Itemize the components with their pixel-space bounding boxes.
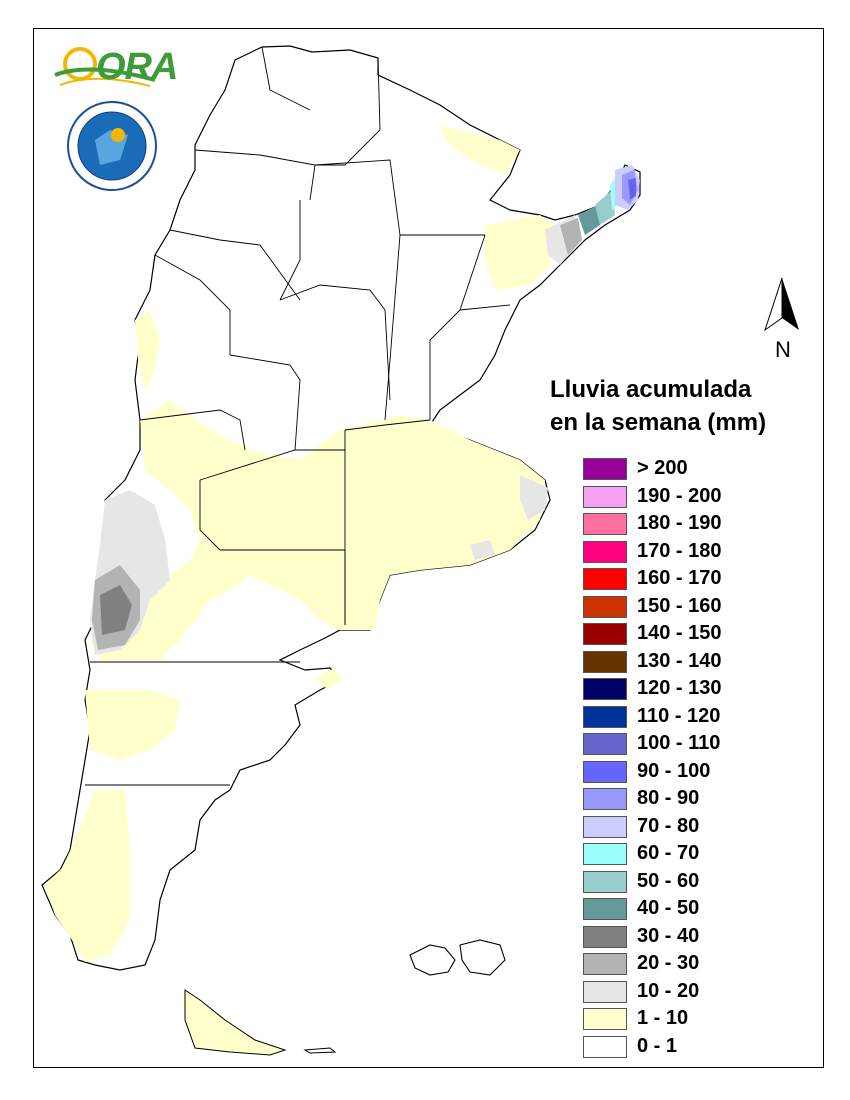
legend-item: 190 - 200 bbox=[583, 484, 783, 510]
legend-label: 90 - 100 bbox=[637, 759, 711, 782]
rain-70-110-zones bbox=[615, 165, 640, 210]
malvinas-islands bbox=[409, 939, 506, 976]
legend-swatch bbox=[583, 623, 627, 645]
legend-label: 1 - 10 bbox=[637, 1007, 689, 1029]
legend-label: 50 - 60 bbox=[637, 869, 700, 892]
legend-label: 150 - 160 bbox=[637, 594, 722, 617]
legend-item: 110 - 120 bbox=[583, 704, 783, 730]
legend-swatch bbox=[583, 1035, 627, 1058]
legend-item: 150 - 160 bbox=[583, 594, 783, 620]
north-label: N bbox=[775, 337, 791, 362]
legend-label: 20 - 30 bbox=[637, 952, 700, 974]
legend-label: 190 - 200 bbox=[637, 484, 722, 507]
legend-item: 60 - 70 bbox=[583, 842, 783, 867]
legend-swatch bbox=[583, 953, 627, 975]
legend-label: 100 - 110 bbox=[637, 732, 721, 754]
legend-label: > 200 bbox=[637, 457, 688, 479]
ora-logo bbox=[54, 47, 156, 87]
isla-estados bbox=[303, 1047, 337, 1054]
legend-item: 30 - 40 bbox=[583, 924, 783, 950]
legend-swatch bbox=[583, 1008, 627, 1030]
legend-item: 40 - 50 bbox=[583, 897, 783, 922]
legend-swatch bbox=[583, 870, 627, 893]
legend-label: 40 - 50 bbox=[637, 897, 700, 919]
legend-swatch bbox=[583, 458, 627, 480]
legend-swatch bbox=[583, 595, 627, 618]
legend-label: 60 - 70 bbox=[637, 842, 700, 864]
legend-label: 30 - 40 bbox=[637, 924, 700, 947]
legend-swatch bbox=[583, 898, 627, 920]
rain-30-40-zones bbox=[100, 585, 132, 635]
legend-swatch bbox=[583, 925, 627, 948]
legend-swatch bbox=[583, 568, 627, 590]
legend-item: 90 - 100 bbox=[583, 759, 783, 785]
legend-item: 1 - 10 bbox=[583, 1007, 783, 1032]
rain-1-10-zones bbox=[45, 125, 560, 962]
smn-seal bbox=[67, 101, 157, 191]
legend-item: 170 - 180 bbox=[583, 539, 783, 565]
legend-swatch bbox=[583, 650, 627, 673]
legend-item: 160 - 170 bbox=[583, 567, 783, 592]
province-boundaries bbox=[85, 46, 511, 786]
legend-label: 10 - 20 bbox=[637, 979, 700, 1002]
legend-title-line2: en la semana (mm) bbox=[550, 409, 767, 436]
legend-swatch bbox=[583, 815, 627, 838]
legend-item: > 200 bbox=[583, 457, 783, 482]
legend-item: 20 - 30 bbox=[583, 952, 783, 977]
rain-40-50-zones bbox=[578, 205, 600, 235]
legend-label: 160 - 170 bbox=[637, 567, 722, 589]
legend-label: 110 - 120 bbox=[637, 704, 721, 727]
legend-swatch bbox=[583, 678, 627, 700]
legend-swatch bbox=[583, 843, 627, 865]
legend-label: 180 - 190 bbox=[637, 512, 722, 534]
legend-swatch bbox=[583, 733, 627, 755]
legend-title-line1: Lluvia acumulada bbox=[550, 376, 752, 403]
legend-item: 80 - 90 bbox=[583, 787, 783, 812]
legend-swatch bbox=[583, 980, 627, 1003]
legend-item: 100 - 110 bbox=[583, 732, 783, 757]
legend-swatch bbox=[583, 705, 627, 728]
legend-label: 170 - 180 bbox=[637, 539, 722, 562]
legend-swatch bbox=[583, 540, 627, 563]
legend-item: 120 - 130 bbox=[583, 677, 783, 702]
legend-item: 140 - 150 bbox=[583, 622, 783, 647]
legend-swatch bbox=[583, 760, 627, 783]
north-arrow bbox=[764, 277, 799, 332]
legend-swatch bbox=[583, 788, 627, 810]
legend-item: 70 - 80 bbox=[583, 814, 783, 840]
ora-logo-text: ORA bbox=[96, 46, 178, 88]
legend-label: 130 - 140 bbox=[637, 649, 722, 672]
legend-label: 120 - 130 bbox=[637, 677, 722, 699]
legend-item: 130 - 140 bbox=[583, 649, 783, 675]
legend-swatch bbox=[583, 485, 627, 508]
legend-item: 10 - 20 bbox=[583, 979, 783, 1005]
legend-title: Lluvia acumulada en la semana (mm) bbox=[550, 373, 766, 439]
legend-swatch bbox=[583, 513, 627, 535]
legend-label: 80 - 90 bbox=[637, 787, 700, 809]
legend-item: 180 - 190 bbox=[583, 512, 783, 537]
tierra-del-fuego bbox=[184, 989, 287, 1056]
legend-item: 0 - 1 bbox=[583, 1034, 783, 1060]
legend-label: 140 - 150 bbox=[637, 622, 722, 644]
legend-label: 0 - 1 bbox=[637, 1034, 678, 1057]
legend-label: 70 - 80 bbox=[637, 814, 700, 837]
legend-item: 50 - 60 bbox=[583, 869, 783, 895]
